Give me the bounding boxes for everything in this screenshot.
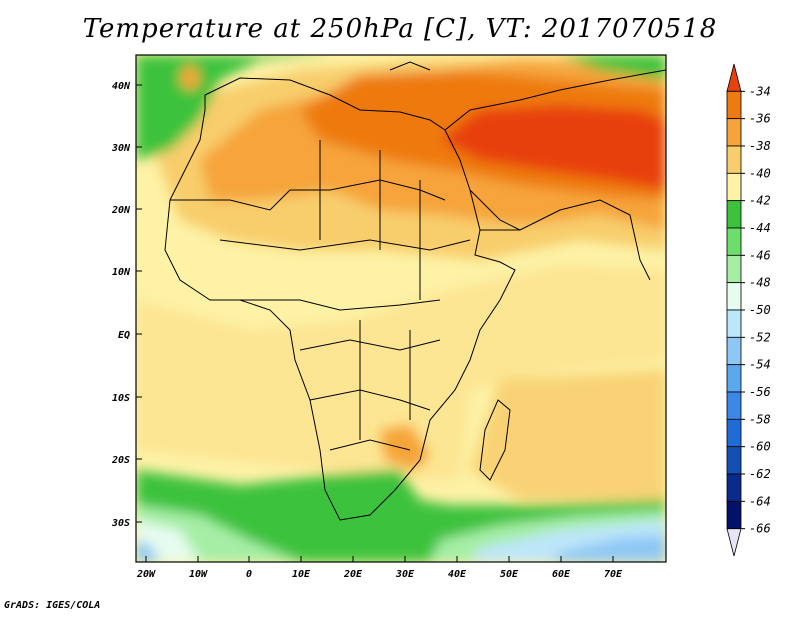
map-frame [135, 54, 667, 563]
colorbar-swatch [726, 309, 742, 338]
colorbar-swatch [726, 364, 742, 393]
colorbar-tick-label: -44 [749, 221, 771, 235]
lon-label: 10E [292, 569, 311, 580]
colorbar-tick-label: -64 [749, 494, 771, 508]
axis-ticks [136, 84, 614, 562]
lon-label: 10W [189, 569, 208, 580]
lat-label: 30S [111, 518, 130, 529]
colorbar-swatch [726, 172, 742, 202]
lat-label: 30N [111, 143, 131, 154]
colorbar-tick-label: -46 [749, 248, 771, 262]
colorbar-tick-label: -40 [749, 166, 771, 180]
colorbar-tick-label: -50 [749, 303, 771, 317]
colorbar-swatch [726, 118, 742, 147]
footer-credit: GrADS: IGES/COLA [4, 600, 101, 611]
colorbar-swatch [726, 500, 742, 530]
lon-label: 30E [395, 569, 415, 580]
colorbar-swatch [726, 418, 742, 448]
lon-label: 60E [552, 569, 571, 580]
lon-label: 50E [500, 569, 519, 580]
colorbar-tick-label: -42 [749, 194, 771, 208]
map-title: Temperature at 250hPa [C], VT: 201707051… [82, 14, 718, 44]
colorbar-swatch [726, 254, 742, 284]
colorbar-swatch [726, 282, 742, 311]
colorbar-swatch [726, 227, 742, 256]
lon-label: 0 [246, 569, 252, 580]
lat-label: 20S [111, 455, 130, 466]
colorbar-tick-label: -62 [749, 467, 771, 481]
colorbar: -34 -36 -38 -40 -42 -44 -46 -48 -50 -52 -54 -56 -58 -… [726, 63, 771, 557]
colorbar-swatch [726, 200, 742, 229]
colorbar-swatch [726, 336, 742, 366]
lat-label: 10N [112, 267, 131, 278]
lat-label: 20N [111, 205, 131, 216]
coastlines [164, 61, 666, 521]
colorbar-tick-label: -52 [749, 330, 771, 344]
lat-label: 10S [112, 393, 130, 404]
colorbar-swatch [726, 473, 742, 502]
colorbar-swatch [726, 63, 742, 92]
lon-label: 20E [343, 569, 363, 580]
colorbar-tick-label: -38 [749, 139, 771, 153]
colorbar-tick-label: -66 [749, 522, 771, 536]
lon-label: 40E [448, 569, 467, 580]
colorbar-tick-label: -54 [749, 358, 771, 372]
temperature-field [136, 55, 666, 562]
lat-label: 40N [112, 81, 131, 92]
colorbar-tick-label: -36 [749, 112, 771, 126]
colorbar-swatch [726, 528, 742, 557]
colorbar-tick-label: -48 [749, 276, 771, 290]
lat-label: EQ [118, 330, 130, 341]
colorbar-tick-label: -60 [749, 440, 771, 454]
colorbar-tick-label: -56 [749, 385, 771, 399]
lon-label: 20W [136, 569, 156, 580]
colorbar-swatch [726, 446, 742, 475]
lon-label: 70E [604, 569, 623, 580]
colorbar-swatch [726, 145, 742, 174]
colorbar-tick-label: -34 [749, 84, 771, 98]
colorbar-swatch [726, 391, 742, 420]
colorbar-tick-label: -58 [749, 412, 771, 426]
colorbar-swatch [726, 90, 742, 120]
